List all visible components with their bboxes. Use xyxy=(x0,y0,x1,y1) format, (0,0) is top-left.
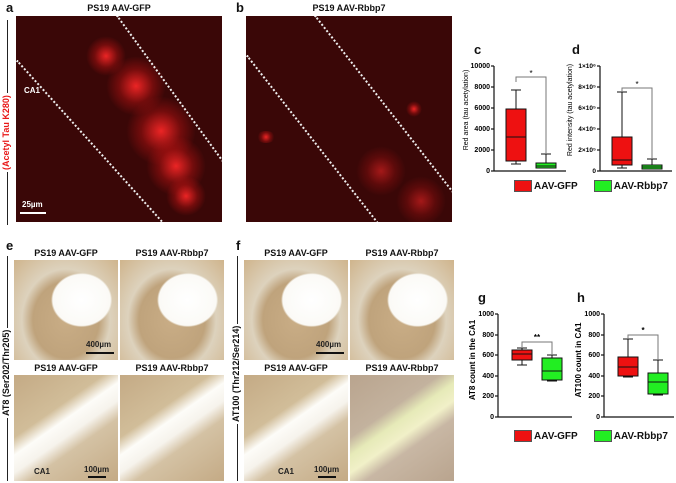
panel-label-d: d xyxy=(572,42,580,57)
legend-bottom: AAV-GFP AAV-Rbbp7 xyxy=(514,430,668,442)
panel-b-title: PS19 AAV-Rbbp7 xyxy=(312,3,386,13)
panel-f-title-4: PS19 AAV-Rbbp7 xyxy=(365,363,439,373)
box-plot-g: AT8 count in the CA1 0 200 400 600 800 1… xyxy=(468,311,572,421)
legend-swatch-rbbp7 xyxy=(593,430,612,442)
svg-text:1×10⁶: 1×10⁶ xyxy=(578,63,596,70)
fluorescence-image-gfp: CA1 25µm xyxy=(16,16,222,222)
ihc-image-e-gfp-high: CA1 100µm xyxy=(14,375,118,481)
panel-label-e: e xyxy=(6,238,14,253)
scalebar-label: 400µm xyxy=(86,340,112,349)
panel-e-title-2: PS19 AAV-Rbbp7 xyxy=(135,248,209,258)
panel-label-a: a xyxy=(6,0,14,15)
panel-e-title-1: PS19 AAV-GFP xyxy=(34,248,98,258)
svg-text:6000: 6000 xyxy=(474,105,490,112)
significance-g: ** xyxy=(534,333,541,342)
side-label-at100: AT100 (Thr212/Ser214) xyxy=(231,323,241,424)
ihc-image-e-rbbp7-low xyxy=(120,260,224,360)
svg-text:4000: 4000 xyxy=(474,126,490,133)
svg-text:1000: 1000 xyxy=(584,311,600,318)
svg-text:8000: 8000 xyxy=(474,84,490,91)
svg-text:4×10⁵: 4×10⁵ xyxy=(578,126,596,133)
fluorescence-image-rbbp7 xyxy=(246,16,452,222)
legend-swatch-gfp xyxy=(514,430,532,442)
panel-f-title-2: PS19 AAV-Rbbp7 xyxy=(365,248,439,258)
svg-text:0: 0 xyxy=(596,414,600,421)
box-plot-h: AT100 count in CA1 0 200 400 600 800 100… xyxy=(574,311,674,421)
svg-text:600: 600 xyxy=(482,352,494,359)
significance-h: * xyxy=(641,326,645,335)
svg-text:10000: 10000 xyxy=(471,63,491,70)
ihc-image-f-rbbp7-high xyxy=(350,375,454,481)
legend-label-gfp: AAV-GFP xyxy=(534,430,578,442)
legend-label-rbbp7: AAV-Rbbp7 xyxy=(613,430,668,442)
significance-d: * xyxy=(635,80,638,89)
region-label-ca1: CA1 xyxy=(24,86,41,95)
y-axis-label-c: Red area (tau acetylation) xyxy=(463,70,470,151)
scalebar xyxy=(20,212,46,214)
svg-text:400: 400 xyxy=(482,373,494,380)
panel-label-g: g xyxy=(478,290,486,305)
svg-text:0: 0 xyxy=(490,414,494,421)
svg-text:0: 0 xyxy=(592,168,596,175)
svg-text:200: 200 xyxy=(588,393,600,400)
panel-label-h: h xyxy=(577,290,585,305)
panel-e-title-3: PS19 AAV-GFP xyxy=(34,363,98,373)
y-axis-label-h: AT100 count in CA1 xyxy=(574,322,583,398)
svg-text:200: 200 xyxy=(482,393,494,400)
panel-label-b: b xyxy=(236,0,244,15)
side-label-acetyl-tau: (Acetyl Tau K280) xyxy=(1,93,11,172)
significance-c: * xyxy=(529,69,532,78)
box-plot-d: Red intensity (tau acetylation) 0 2×10⁵ … xyxy=(567,63,672,175)
y-axis-label-d: Red intensity (tau acetylation) xyxy=(567,64,574,156)
svg-text:2×10⁵: 2×10⁵ xyxy=(578,147,596,154)
ihc-image-e-rbbp7-high xyxy=(120,375,224,481)
side-label-at8: AT8 (Ser202/Thr205) xyxy=(1,327,11,418)
ihc-image-f-rbbp7-low xyxy=(350,260,454,360)
panel-e-title-4: PS19 AAV-Rbbp7 xyxy=(135,363,209,373)
panel-label-f: f xyxy=(236,238,241,253)
panel-a-title: PS19 AAV-GFP xyxy=(87,3,151,13)
svg-text:800: 800 xyxy=(588,332,600,339)
svg-text:6×10⁵: 6×10⁵ xyxy=(578,105,596,112)
ihc-image-f-gfp-high: CA1 100µm xyxy=(244,375,348,481)
ihc-image-f-gfp-low: 400µm xyxy=(244,260,348,360)
svg-text:1000: 1000 xyxy=(478,311,494,318)
panel-label-c: c xyxy=(474,42,482,57)
svg-text:0: 0 xyxy=(486,168,490,175)
legend-label-gfp: AAV-GFP xyxy=(534,180,578,192)
legend-label-rbbp7: AAV-Rbbp7 xyxy=(613,180,668,192)
ihc-image-e-gfp-low: 400µm xyxy=(14,260,118,360)
legend-top: AAV-GFP AAV-Rbbp7 xyxy=(514,180,668,192)
svg-text:2000: 2000 xyxy=(474,147,490,154)
legend-swatch-gfp xyxy=(514,180,532,192)
panel-f-title-3: PS19 AAV-GFP xyxy=(264,363,328,373)
svg-text:400: 400 xyxy=(588,373,600,380)
legend-swatch-rbbp7 xyxy=(593,180,612,192)
y-axis-label-g: AT8 count in the CA1 xyxy=(468,319,477,400)
box-plot-c: Red area (tau acetylation) 0 2000 4000 6… xyxy=(463,63,566,175)
svg-text:8×10⁵: 8×10⁵ xyxy=(578,84,596,91)
scalebar-label: 25µm xyxy=(22,200,43,209)
panel-f-title-1: PS19 AAV-GFP xyxy=(264,248,328,258)
svg-text:800: 800 xyxy=(482,332,494,339)
svg-text:600: 600 xyxy=(588,352,600,359)
